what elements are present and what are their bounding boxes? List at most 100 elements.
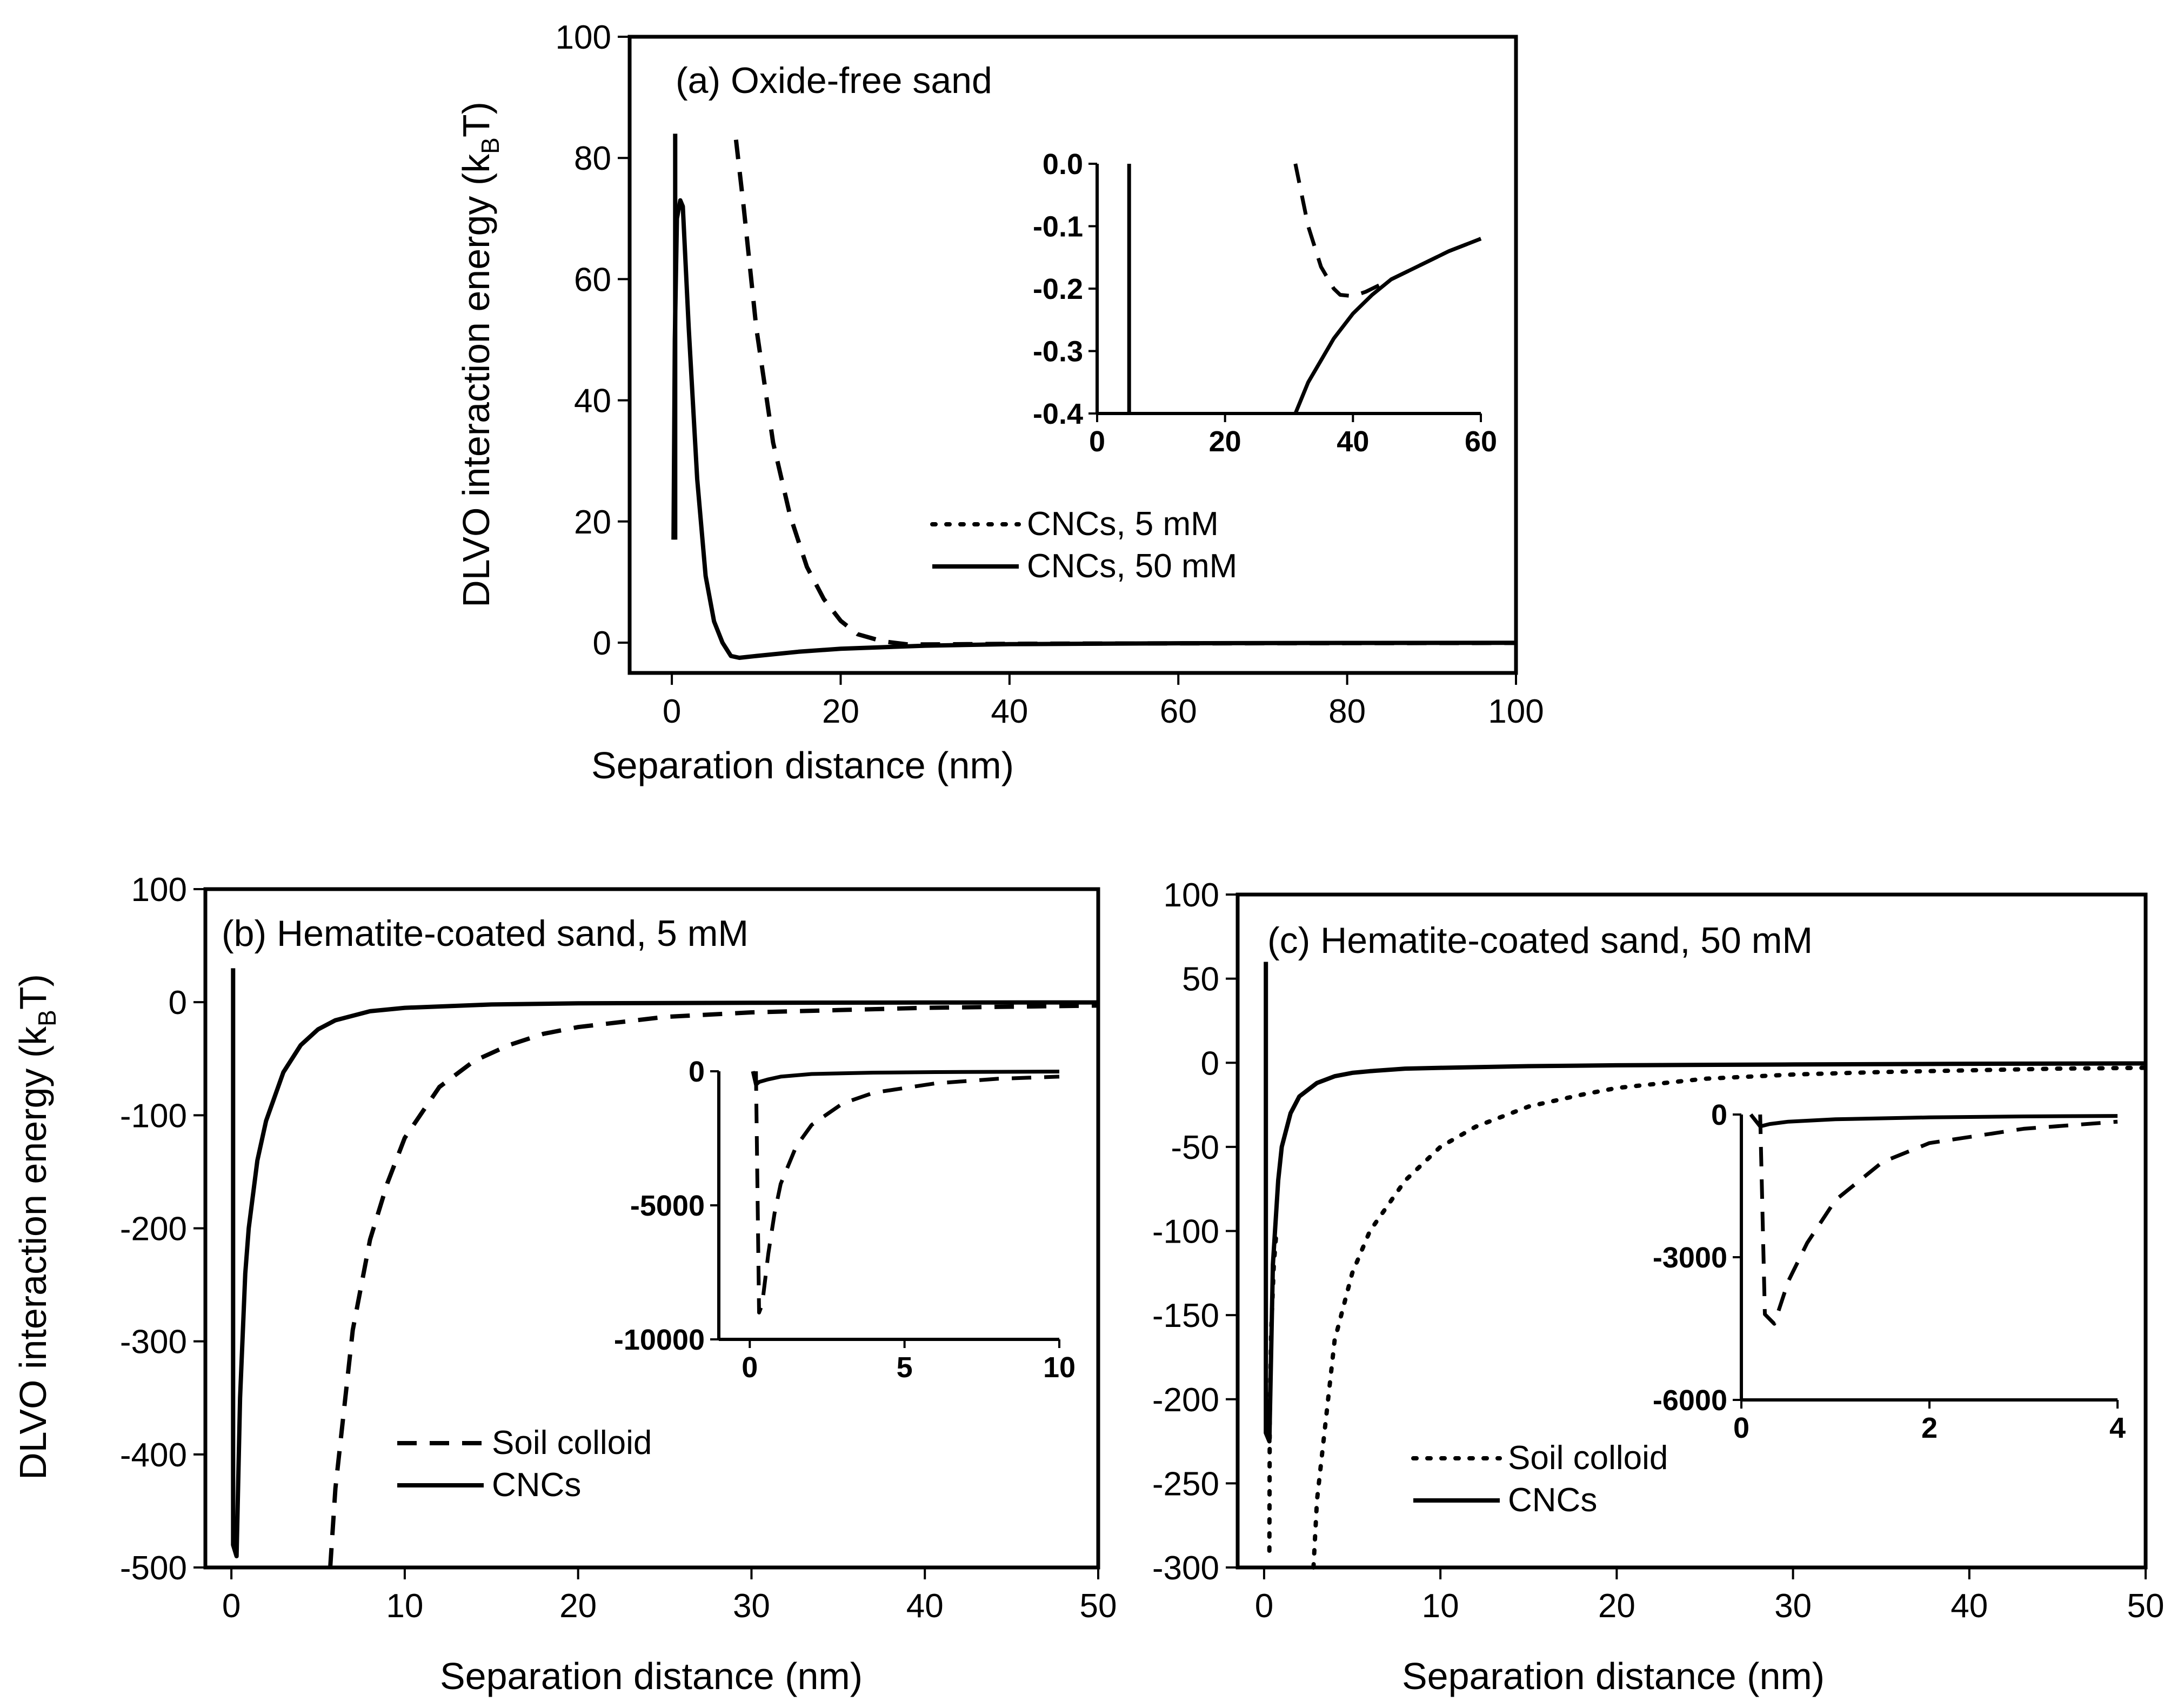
inset-y-tick-label: -0.2: [1033, 273, 1083, 305]
y-tick-label: 0: [593, 625, 611, 662]
inset-y-tick-label: 0: [1711, 1099, 1727, 1131]
y-tick-label: 50: [1182, 961, 1219, 998]
inset-y-tick-label: -6000: [1653, 1384, 1727, 1417]
x-axis-label: Separation distance (nm): [1402, 1655, 1825, 1697]
y-axis-label-tail: T): [12, 974, 54, 1010]
y-tick-label: -100: [120, 1097, 187, 1135]
legend-label: CNCs, 50 mM: [1027, 548, 1237, 585]
y-tick-label: -500: [120, 1550, 187, 1587]
inset-chart-a: 0 20 40 60 0.0 -0.1 -0.2 -0.3 -0.4: [1033, 148, 1497, 458]
y-tick-label: -400: [120, 1437, 187, 1474]
y-axis-label: DLVO interaction energy (kBT): [12, 974, 61, 1480]
inset-series-line: [1758, 1114, 2118, 1326]
series-line: [231, 968, 1099, 1559]
y-tick-label: -200: [1152, 1382, 1219, 1419]
series-line: [328, 1003, 1099, 1568]
x-tick-label: 60: [1160, 693, 1197, 730]
y-tick-label: -50: [1171, 1129, 1219, 1166]
y-tick-label: 0: [1201, 1045, 1219, 1082]
y-tick-label: -100: [1152, 1213, 1219, 1251]
chart-c: 0 10 20 30 40 50100500-50-100-150-200-250-300…: [1152, 877, 2165, 1697]
x-tick-label: 0: [222, 1587, 241, 1625]
x-tick-label: 50: [1080, 1587, 1117, 1625]
y-axis-label-sub: B: [33, 1010, 61, 1026]
x-tick-label: 50: [2127, 1587, 2165, 1625]
x-axis-label: Separation distance (nm): [591, 744, 1014, 786]
inset-chart-c: 0 2 4 0 -3000 -6000: [1653, 1099, 2126, 1444]
x-tick-label: 20: [822, 693, 859, 730]
y-tick-label: -250: [1152, 1465, 1219, 1503]
x-tick-label: 10: [386, 1587, 423, 1625]
x-tick-label: 20: [559, 1587, 597, 1625]
legend-label: Soil colloid: [1508, 1439, 1668, 1477]
x-tick-label: 20: [1598, 1587, 1635, 1625]
x-tick-label: 40: [991, 693, 1028, 730]
y-axis-label-tail: T): [455, 102, 497, 137]
series-line: [733, 139, 1517, 647]
y-tick-label: -200: [120, 1211, 187, 1248]
y-axis-label: DLVO interaction energy (kBT): [455, 102, 504, 608]
x-tick-label: 0: [1255, 1587, 1273, 1625]
legend-label: CNCs: [492, 1466, 581, 1504]
y-tick-label: 60: [574, 261, 611, 298]
inset-series-line: [751, 1070, 1060, 1087]
plot-frame: [1235, 892, 2148, 1570]
inset-series-line: [1293, 237, 1482, 415]
series-line: [1311, 1065, 2148, 1570]
inset-y-tick-label: -10000: [614, 1324, 705, 1356]
x-tick-label: 40: [906, 1587, 944, 1625]
inset-x-tick-label: 2: [1921, 1412, 1938, 1444]
y-tick-label: -300: [120, 1324, 187, 1361]
y-tick-label: 100: [131, 871, 187, 909]
inset-x-tick-label: 60: [1465, 425, 1497, 458]
y-tick-label: 100: [556, 19, 611, 56]
inset-x-tick-label: 0: [742, 1351, 758, 1384]
inset-x-tick-label: 0: [1733, 1412, 1749, 1444]
x-tick-label: 40: [1951, 1587, 1988, 1625]
inset-y-tick-label: -5000: [630, 1190, 705, 1222]
legend-label: CNCs: [1508, 1482, 1597, 1519]
x-tick-label: 30: [1774, 1587, 1812, 1625]
y-tick-label: 40: [574, 383, 611, 420]
panel-title: (c) Hematite-coated sand, 50 mM: [1267, 920, 1813, 961]
inset-x-tick-label: 5: [897, 1351, 913, 1384]
inset-background: [1739, 1112, 2120, 1403]
y-tick-label: 20: [574, 504, 611, 541]
legend-label: CNCs, 5 mM: [1027, 505, 1219, 543]
y-axis-label-sub: B: [476, 137, 504, 154]
panel-title: (a) Oxide-free sand: [676, 60, 992, 101]
y-axis-label-main: DLVO interaction energy (k: [12, 1026, 54, 1480]
y-tick-label: -150: [1152, 1297, 1219, 1335]
y-tick-label: -300: [1152, 1550, 1219, 1587]
legend-label: Soil colloid: [492, 1424, 652, 1462]
inset-x-tick-label: 4: [2109, 1412, 2126, 1444]
inset-series-line: [1749, 1113, 2118, 1129]
inset-y-tick-label: -0.4: [1033, 398, 1083, 430]
inset-y-tick-label: -0.3: [1033, 336, 1083, 368]
x-tick-label: 0: [663, 693, 681, 730]
plot-frame: [627, 35, 1518, 675]
x-tick-label: 80: [1328, 693, 1366, 730]
inset-x-tick-label: 10: [1043, 1351, 1076, 1384]
series-line: [1264, 962, 2146, 1444]
inset-x-tick-label: 40: [1337, 425, 1369, 458]
y-axis-label-main: DLVO interaction energy (k: [455, 154, 497, 608]
inset-background: [716, 1069, 1062, 1342]
inset-chart-b: 0 5 10 0 -5000 -10000: [614, 1056, 1076, 1384]
y-tick-label: 0: [169, 984, 187, 1022]
y-tick-label: 80: [574, 140, 611, 177]
inset-background: [1094, 161, 1484, 416]
inset-y-tick-label: 0: [689, 1056, 705, 1088]
x-tick-label: 10: [1422, 1587, 1459, 1625]
x-axis-label: Separation distance (nm): [440, 1655, 863, 1697]
plot-frame: [203, 887, 1100, 1570]
chart-a: 0 20 40 60 80 100 0 20 40 60 80 100 (a) Oxide-free s…: [455, 19, 1544, 786]
x-tick-label: 30: [733, 1587, 770, 1625]
y-tick-label: 100: [1164, 877, 1219, 914]
panel-title: (b) Hematite-coated sand, 5 mM: [222, 913, 749, 954]
x-tick-label: 100: [1488, 693, 1544, 730]
inset-y-tick-label: -3000: [1653, 1242, 1727, 1274]
inset-x-tick-label: 20: [1209, 425, 1241, 458]
